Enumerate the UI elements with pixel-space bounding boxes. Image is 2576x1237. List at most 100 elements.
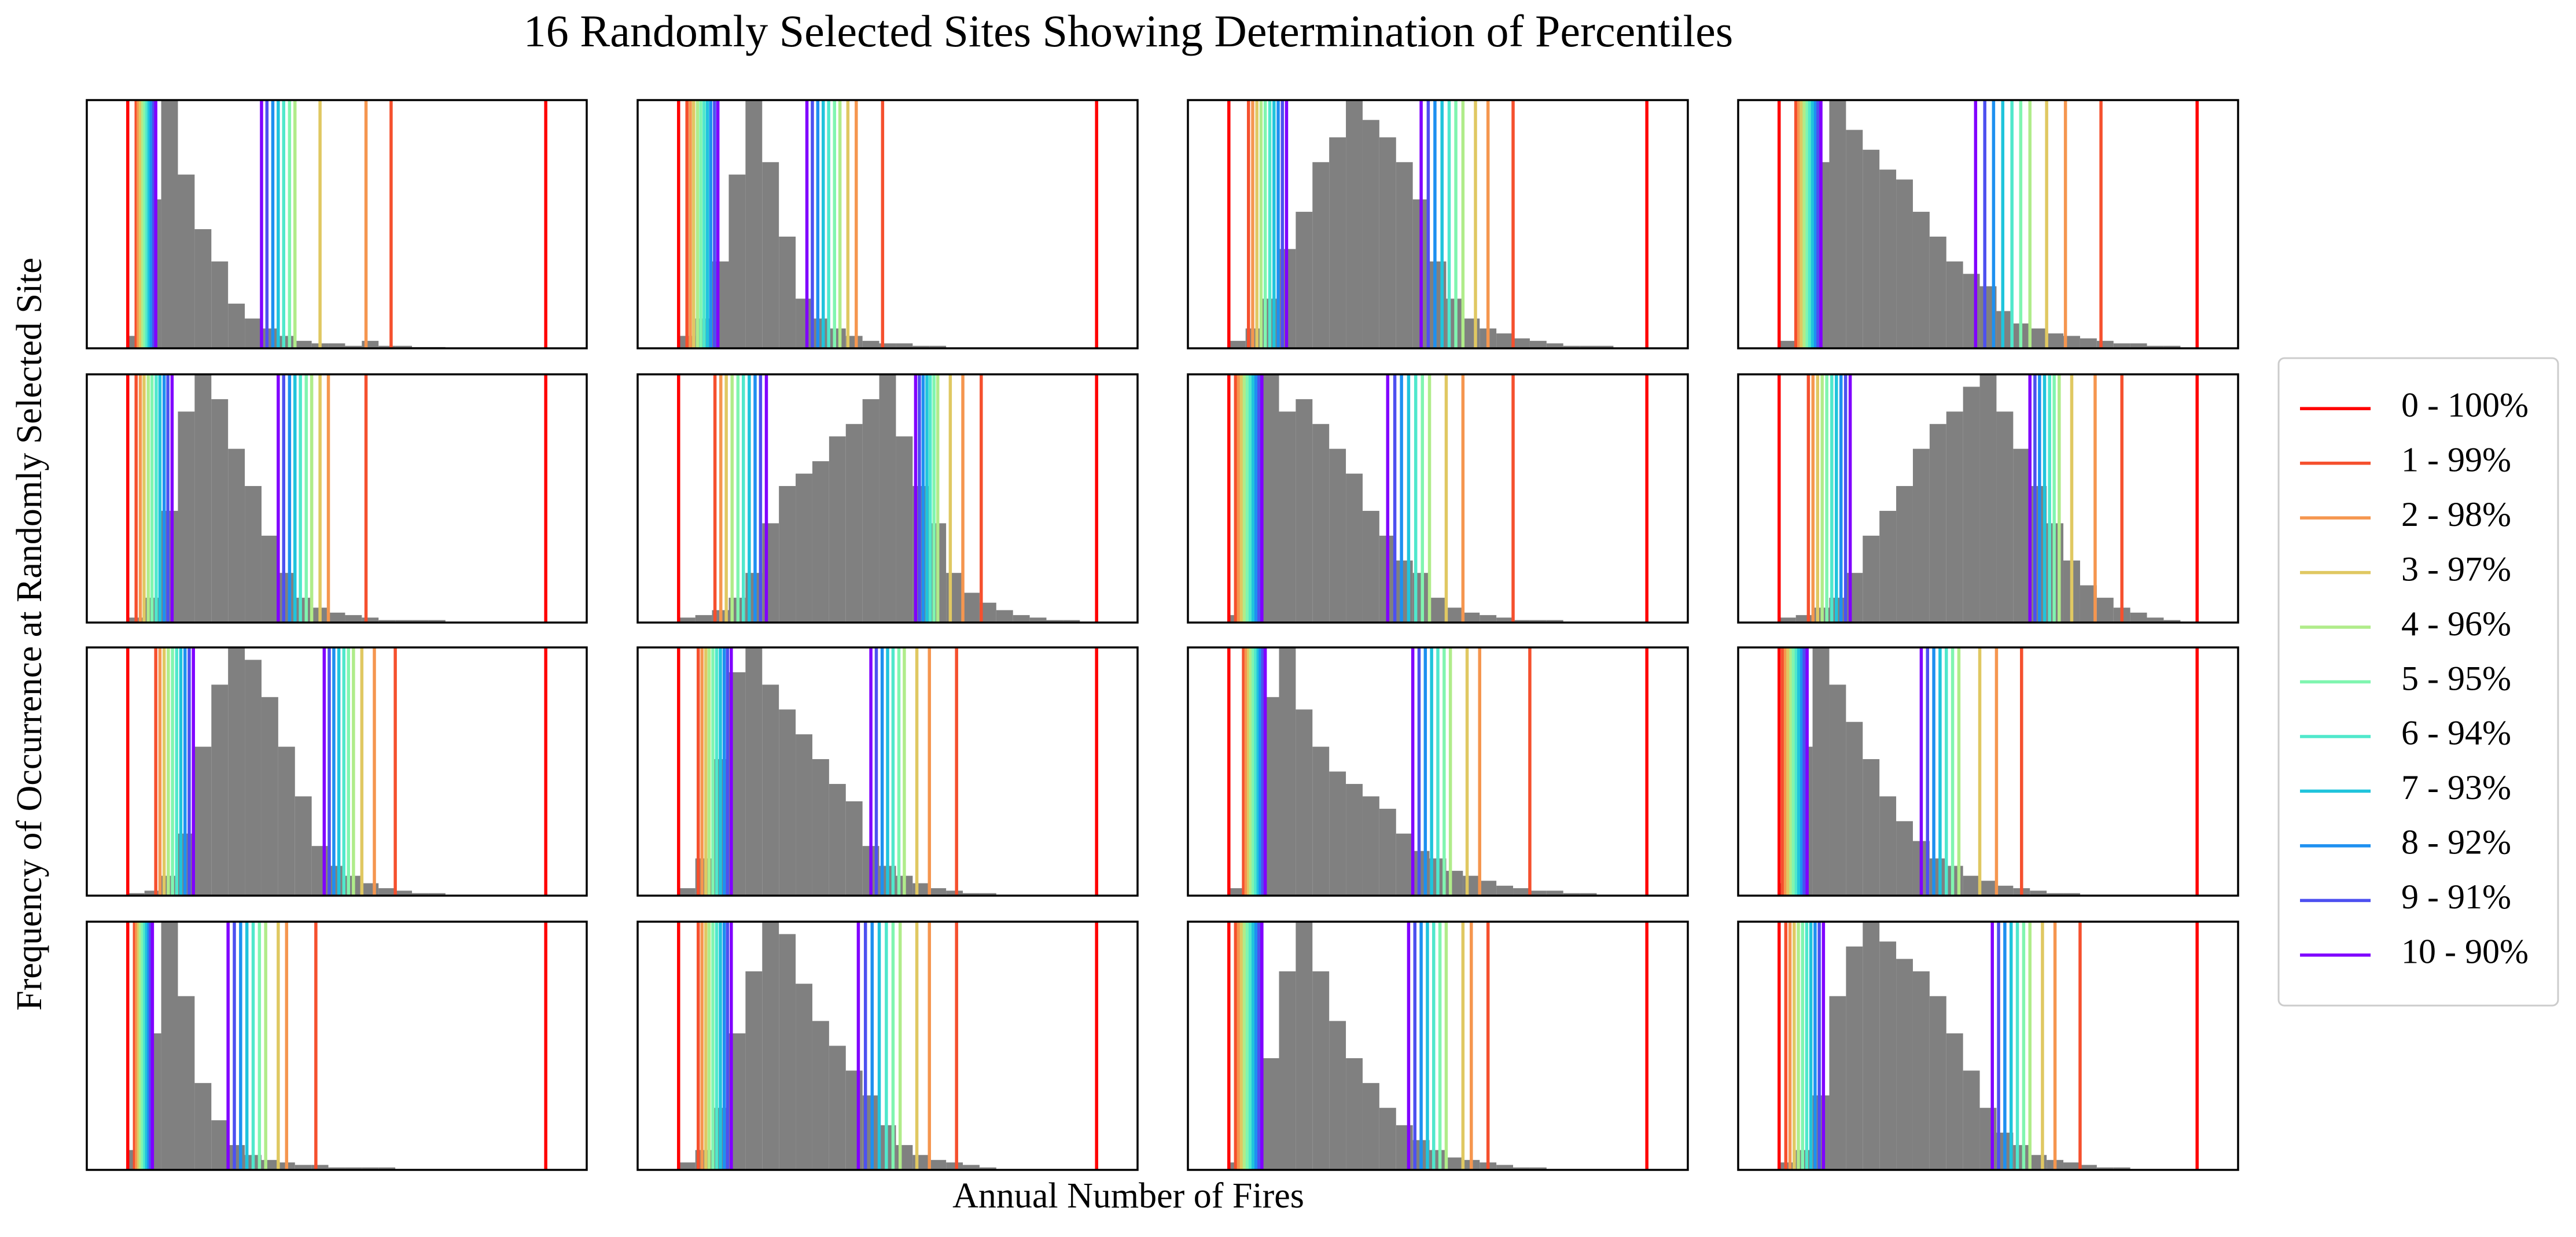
- histogram-bar: [779, 486, 796, 623]
- histogram-bar: [779, 709, 796, 896]
- histogram-bar: [1979, 881, 1997, 896]
- histogram-bar: [1446, 871, 1463, 896]
- histogram-bar: [1580, 345, 1597, 348]
- panel-frame: [1737, 646, 2239, 897]
- histogram-bar: [1846, 130, 1863, 349]
- histogram-bar: [1546, 890, 1563, 896]
- histogram-bar: [1929, 236, 1946, 348]
- legend-label: 0 - 100%: [2401, 386, 2529, 424]
- histogram-bar: [879, 374, 896, 623]
- legend-label: 2 - 98%: [2401, 495, 2511, 533]
- histogram-bar: [678, 1162, 695, 1170]
- histogram-bar: [228, 448, 245, 623]
- histogram-bar: [211, 399, 229, 623]
- histogram-bar: [362, 617, 379, 623]
- histogram-bar: [2163, 620, 2181, 623]
- histogram-bar: [1896, 959, 1913, 1170]
- histogram-bar: [845, 424, 863, 623]
- histogram-bar: [1863, 535, 1880, 623]
- legend-box: [2277, 357, 2559, 1007]
- histogram-bar: [912, 883, 930, 896]
- histogram-bar: [1429, 261, 1447, 348]
- histogram-bar: [896, 343, 913, 348]
- panel: [86, 373, 588, 624]
- histogram-bar: [295, 341, 312, 348]
- histogram-bar: [1279, 971, 1296, 1170]
- histogram-bar: [1362, 1083, 1379, 1170]
- histogram-bar: [345, 615, 362, 623]
- histogram-bar: [378, 888, 396, 896]
- histogram-bar: [946, 573, 963, 623]
- panel-frame: [636, 921, 1139, 1171]
- histogram-bar: [395, 620, 413, 623]
- histogram-bar: [2063, 893, 2080, 896]
- histogram-bar: [1312, 162, 1330, 348]
- histogram-bar: [1480, 881, 1497, 896]
- legend-label: 9 - 91%: [2401, 878, 2511, 916]
- histogram-bar: [762, 162, 779, 348]
- histogram-bar: [1513, 338, 1530, 348]
- histogram-bar: [295, 796, 312, 896]
- histogram-bar: [912, 345, 930, 348]
- histogram-bar: [1795, 615, 1813, 623]
- panel-frame: [1737, 99, 2239, 349]
- histogram-bar: [1296, 399, 1313, 623]
- histogram-bar: [2130, 343, 2147, 348]
- histogram-bar: [2113, 343, 2130, 348]
- histogram-bar: [1946, 261, 1963, 348]
- histogram-bar: [1346, 783, 1363, 896]
- histogram-bar: [1863, 149, 1880, 348]
- histogram-bar: [1979, 374, 1997, 623]
- histogram-bar: [178, 174, 195, 348]
- histogram-bar: [695, 615, 712, 623]
- histogram-bar: [1362, 510, 1379, 623]
- histogram-bar: [1846, 721, 1863, 896]
- histogram-bar: [1563, 893, 1580, 896]
- histogram-bar: [194, 1083, 212, 1170]
- histogram-bar: [963, 592, 980, 623]
- histogram-bar: [2080, 338, 2097, 348]
- histogram-bar: [278, 336, 295, 348]
- histogram-bar: [2063, 336, 2080, 348]
- histogram-bar: [295, 598, 312, 623]
- legend-label: 7 - 93%: [2401, 768, 2511, 807]
- histogram-bar: [1912, 971, 1930, 1170]
- histogram-bar: [812, 461, 829, 623]
- panel-frame: [86, 646, 588, 897]
- histogram-bar: [1329, 1021, 1346, 1170]
- histogram-bar: [896, 1145, 913, 1170]
- panel-frame: [1187, 99, 1689, 349]
- histogram-bar: [862, 341, 879, 348]
- histogram-bar: [1396, 833, 1413, 896]
- histogram-bar: [211, 684, 229, 896]
- histogram-bar: [412, 620, 429, 623]
- histogram-bar: [428, 620, 446, 623]
- histogram-bar: [796, 473, 812, 623]
- histogram-bar: [1346, 473, 1363, 623]
- histogram-bar: [1463, 318, 1480, 348]
- panel: [1737, 921, 2239, 1171]
- histogram-bar: [728, 174, 746, 348]
- histogram-bar: [1513, 888, 1530, 896]
- histogram-bar: [1279, 411, 1296, 623]
- histogram-bar: [328, 343, 345, 348]
- histogram-bar: [779, 236, 796, 348]
- histogram-bar: [762, 684, 779, 896]
- histogram-bar: [912, 1155, 930, 1170]
- histogram-bar: [245, 486, 262, 623]
- histogram-bar: [345, 1167, 362, 1170]
- histogram-bar: [395, 345, 413, 348]
- histogram-bar: [2113, 1167, 2130, 1170]
- histogram-bar: [1879, 170, 1897, 348]
- histogram-bar: [194, 746, 212, 896]
- histogram-bar: [261, 535, 278, 623]
- histogram-bar: [378, 345, 396, 348]
- histogram-bar: [2096, 1167, 2114, 1170]
- panel-frame: [1737, 373, 2239, 624]
- histogram-bar: [1262, 1058, 1279, 1170]
- histogram-bar: [678, 617, 695, 623]
- histogram-bar: [2096, 598, 2114, 623]
- histogram-bar: [1963, 274, 1980, 348]
- histogram-bar: [812, 1021, 829, 1170]
- histogram-bar: [362, 883, 379, 896]
